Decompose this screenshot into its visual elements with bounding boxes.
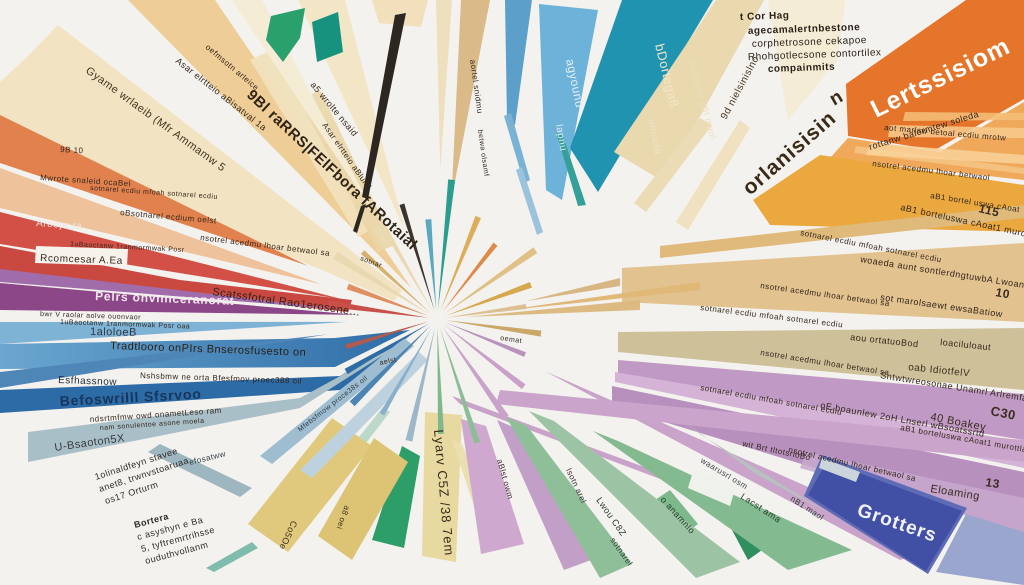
svg-text:oemat: oemat xyxy=(500,335,523,345)
svg-text:lapnu: lapnu xyxy=(553,124,569,152)
svg-text:13: 13 xyxy=(985,475,1001,491)
svg-text:9B 10: 9B 10 xyxy=(60,145,84,155)
svg-text:Rcomcesar A.Ea: Rcomcesar A.Ea xyxy=(40,253,123,267)
svg-text:compainmits: compainmits xyxy=(768,62,836,75)
svg-text:Esfhassnow: Esfhassnow xyxy=(58,375,118,388)
svg-text:115: 115 xyxy=(977,201,1000,219)
svg-text:Befoswrilll Sfsrvoo: Befoswrilll Sfsrvoo xyxy=(59,386,202,409)
svg-text:t Cor Hag: t Cor Hag xyxy=(740,10,790,23)
svg-text:Rhohgotlecsone contortilex: Rhohgotlecsone contortilex xyxy=(748,47,882,63)
svg-text:C30: C30 xyxy=(989,403,1017,423)
svg-text:10: 10 xyxy=(994,285,1011,301)
svg-text:bwr V raolar aolve ouonvaor: bwr V raolar aolve ouonvaor xyxy=(40,311,141,322)
svg-text:aelst: aelst xyxy=(379,357,397,367)
svg-text:1uBaoctanw 1ranmormwak Posr oa: 1uBaoctanw 1ranmormwak Posr oaa xyxy=(60,319,190,331)
svg-text:Pelrs onvnnceranorat: Pelrs onvnnceranorat xyxy=(95,289,235,308)
svg-text:Aroopr ra: Aroopr ra xyxy=(36,218,83,232)
svg-text:1aloloeB: 1aloloeB xyxy=(90,326,137,339)
svg-text:agecamalertnbestone: agecamalertnbestone xyxy=(748,22,861,37)
svg-text:corphetrosone cekapoe: corphetrosone cekapoe xyxy=(752,35,867,50)
